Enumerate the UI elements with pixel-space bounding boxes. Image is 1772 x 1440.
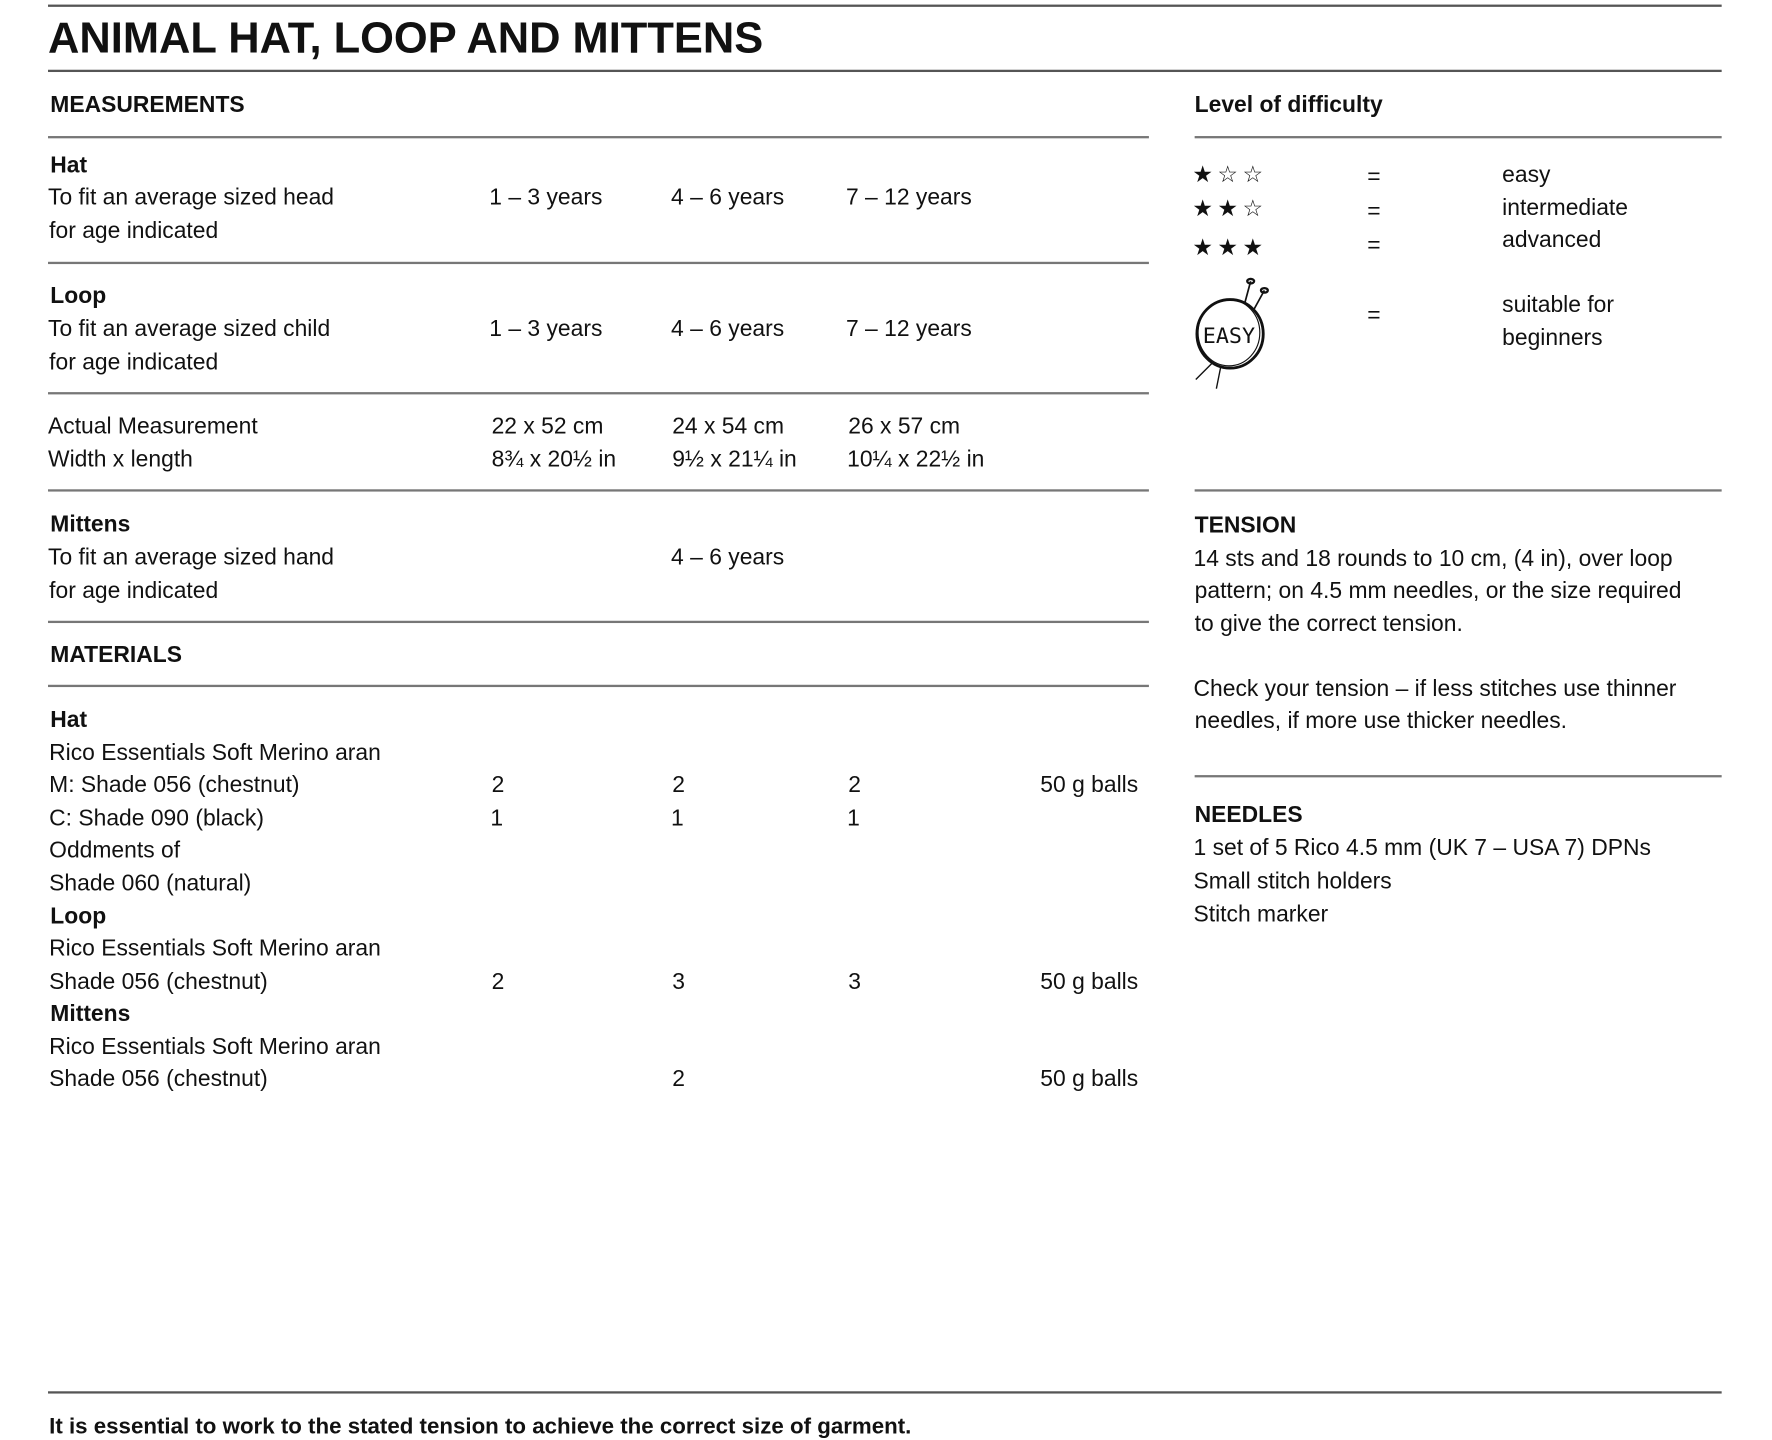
tension-text: to give the correct tension.	[1194, 611, 1463, 637]
unit: 50 g balls	[1040, 969, 1139, 995]
level-label: easy	[1502, 162, 1551, 188]
mittens-label: Mittens	[50, 512, 131, 538]
divider	[48, 136, 1149, 139]
measure: 9½ x 21¼ in	[672, 446, 797, 473]
mittens-label: Mittens	[50, 1001, 131, 1027]
yarn: Rico Essentials Soft Merino aran	[49, 936, 381, 962]
tension-check: Check your tension – if less stitches us…	[1193, 676, 1677, 702]
measure: 24 x 54 cm	[672, 413, 785, 439]
beginner-label: beginners	[1502, 325, 1603, 351]
svg-text:EASY: EASY	[1203, 324, 1255, 349]
tension-text: pattern; on 4.5 mm needles, or the size …	[1194, 578, 1682, 604]
hat-desc: for age indicated	[49, 218, 219, 244]
divider	[1194, 775, 1722, 778]
divider	[48, 69, 1722, 73]
qty: 1	[847, 805, 860, 832]
oddments: Shade 060 (natural)	[49, 871, 252, 897]
shade: C: Shade 090 (black)	[49, 805, 264, 832]
shade: M: Shade 056 (chestnut)	[49, 772, 300, 798]
star-rating-icon: ★★☆	[1192, 196, 1268, 222]
qty: 3	[672, 969, 685, 995]
qty: 1	[490, 805, 504, 832]
materials-heading: MATERIALS	[50, 642, 182, 668]
equals: =	[1367, 233, 1381, 259]
size: 1 – 3 years	[489, 316, 603, 342]
unit: 50 g balls	[1040, 772, 1139, 798]
qty: 2	[491, 772, 505, 798]
size: 1 – 3 years	[489, 185, 603, 211]
divider	[1194, 489, 1722, 492]
equals: =	[1367, 198, 1381, 225]
size: 4 – 6 years	[671, 545, 785, 571]
mittens-desc: To fit an average sized hand	[48, 545, 335, 571]
measure: 26 x 57 cm	[848, 413, 961, 439]
size: 4 – 6 years	[671, 316, 785, 342]
qty: 2	[672, 772, 685, 798]
loop-desc: To fit an average sized child	[48, 316, 331, 342]
page-title: ANIMAL HAT, LOOP AND MITTENS	[48, 14, 764, 63]
loop-label: Loop	[50, 283, 107, 309]
size: 7 – 12 years	[845, 316, 972, 342]
shade: Shade 056 (chestnut)	[49, 969, 268, 995]
size: 7 – 12 years	[845, 185, 972, 211]
divider	[48, 684, 1149, 688]
tension-heading: TENSION	[1194, 513, 1297, 539]
hat-label: Hat	[50, 153, 88, 179]
needles-item: Stitch marker	[1193, 901, 1329, 928]
level-label: intermediate	[1502, 195, 1628, 221]
measure: 22 x 52 cm	[491, 413, 604, 439]
qty: 2	[848, 772, 861, 798]
star-rating-icon: ★★★	[1192, 235, 1268, 261]
needles-item: Small stitch holders	[1193, 868, 1392, 894]
shade: Shade 056 (chestnut)	[49, 1066, 268, 1092]
hat-desc: To fit an average sized head	[48, 185, 335, 211]
loop-label: Loop	[50, 904, 107, 930]
actual-label: Actual Measurement	[48, 413, 258, 439]
measure: 8¾ x 20½ in	[491, 446, 617, 473]
divider	[48, 1391, 1722, 1394]
equals: =	[1367, 302, 1381, 329]
star-rating-icon: ★☆☆	[1192, 162, 1268, 188]
qty: 2	[491, 969, 505, 995]
yarn: Rico Essentials Soft Merino aran	[49, 1034, 381, 1060]
unit: 50 g balls	[1040, 1066, 1139, 1092]
measure: 10¼ x 22½ in	[847, 446, 985, 473]
mittens-desc: for age indicated	[49, 578, 219, 604]
footer-note: It is essential to work to the stated te…	[49, 1414, 912, 1440]
oddments: Oddments of	[49, 837, 181, 864]
equals: =	[1367, 164, 1381, 190]
hat-label: Hat	[50, 707, 88, 733]
needles-heading: NEEDLES	[1194, 802, 1303, 828]
difficulty-heading: Level of difficulty	[1194, 92, 1383, 118]
easy-knitting-badge-icon: EASY	[1195, 277, 1269, 389]
beginner-label: suitable for	[1502, 292, 1615, 318]
qty: 3	[848, 969, 861, 995]
qty: 1	[671, 805, 684, 832]
loop-desc: for age indicated	[49, 349, 219, 375]
needles-item: 1 set of 5 Rico 4.5 mm (UK 7 – USA 7) DP…	[1193, 835, 1651, 861]
actual-label: Width x length	[48, 446, 193, 473]
tension-check: needles, if more use thicker needles.	[1194, 708, 1568, 734]
divider	[48, 489, 1149, 492]
divider	[48, 4, 1722, 7]
yarn: Rico Essentials Soft Merino aran	[49, 740, 381, 766]
divider	[48, 392, 1149, 395]
level-label: advanced	[1502, 227, 1602, 253]
tension-text: 14 sts and 18 rounds to 10 cm, (4 in), o…	[1193, 546, 1673, 572]
measurements-heading: MEASUREMENTS	[50, 92, 245, 118]
size: 4 – 6 years	[671, 185, 785, 211]
divider	[48, 261, 1149, 265]
qty: 2	[672, 1066, 685, 1092]
divider	[1194, 136, 1722, 139]
divider	[48, 620, 1149, 624]
